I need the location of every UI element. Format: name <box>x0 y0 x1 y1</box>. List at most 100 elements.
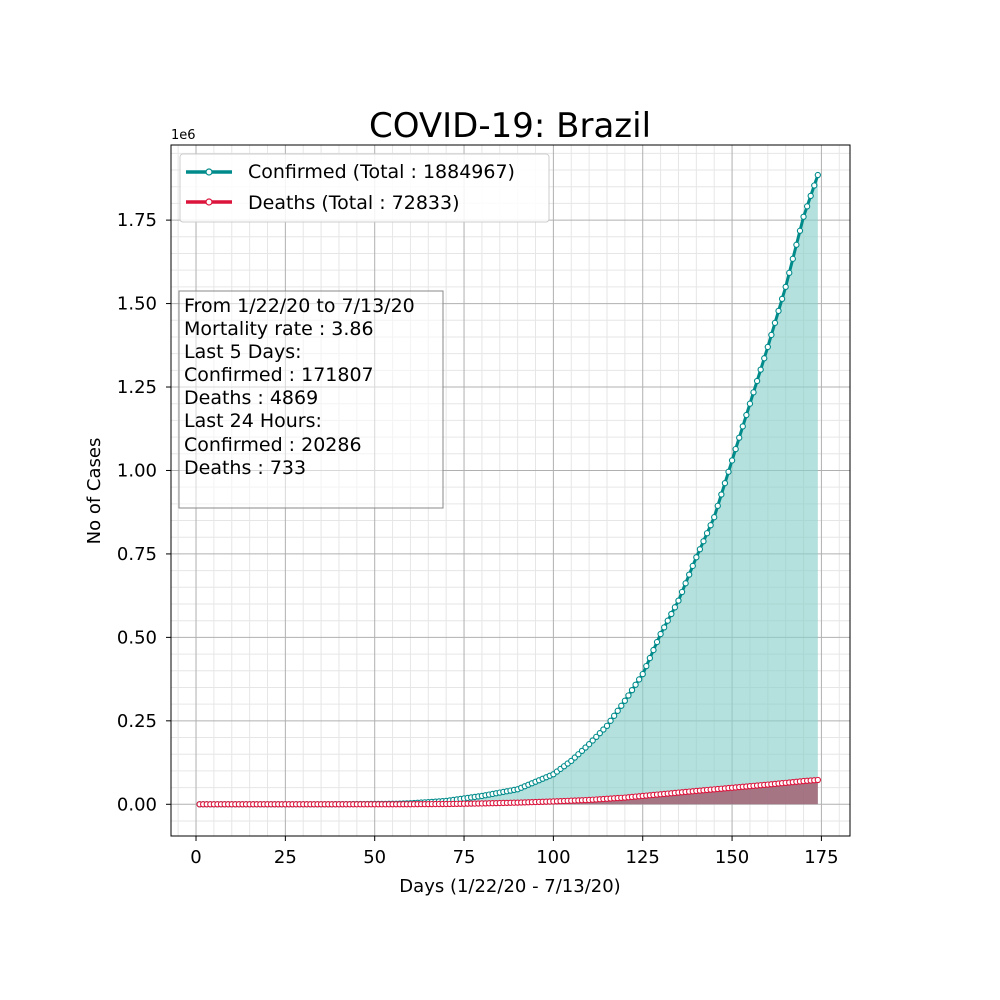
data-point-confirmed <box>600 726 607 733</box>
y-axis-label: No of Cases <box>84 438 105 545</box>
data-point-confirmed <box>610 712 618 719</box>
data-point-confirmed <box>721 480 729 487</box>
data-point-confirmed <box>614 707 621 714</box>
series-markers <box>196 171 821 808</box>
data-point-confirmed <box>714 502 721 510</box>
data-point-confirmed <box>728 457 736 464</box>
x-tick-label: 75 <box>453 847 476 868</box>
y-tick-label: 0.25 <box>117 711 157 732</box>
data-point-confirmed <box>778 295 786 303</box>
y-tick-label: 1.50 <box>117 294 157 315</box>
data-point-confirmed <box>650 646 657 654</box>
area-fill-confirmed <box>199 175 818 805</box>
x-axis-ticks: 0 25 50 75 100 125 150 175 <box>190 836 839 868</box>
data-point-confirmed <box>775 307 782 315</box>
data-point-confirmed <box>675 597 682 604</box>
data-point-confirmed <box>646 654 654 662</box>
data-point-confirmed <box>768 331 775 339</box>
data-point-confirmed <box>732 445 739 453</box>
legend-deaths-marker <box>205 198 213 206</box>
data-point-confirmed <box>632 681 639 688</box>
info-line-last-5-days-heading: Last 5 Days: <box>184 341 302 363</box>
data-point-confirmed <box>625 692 632 699</box>
data-point-confirmed <box>782 283 789 291</box>
info-box-frame <box>178 290 444 509</box>
data-point-confirmed <box>686 571 693 578</box>
data-point-confirmed <box>807 192 814 200</box>
info-line-24h-deaths: Deaths : 733 <box>184 457 306 479</box>
data-point-confirmed <box>757 366 764 373</box>
y-offset-label: 1e6 <box>171 128 196 143</box>
x-tick-label: 50 <box>363 847 386 868</box>
y-tick-label: 0.75 <box>117 544 157 565</box>
data-point-confirmed <box>793 241 800 248</box>
data-point-confirmed <box>661 624 668 631</box>
data-point-confirmed <box>786 269 793 277</box>
data-point-confirmed <box>643 662 650 670</box>
data-point-confirmed <box>585 741 593 748</box>
data-point-confirmed <box>811 182 818 189</box>
data-point-deaths <box>814 776 821 784</box>
data-point-confirmed <box>753 377 761 385</box>
x-tick-label: 150 <box>715 847 749 868</box>
data-point-confirmed <box>693 554 700 561</box>
chart-title: COVID-19: Brazil <box>369 106 651 146</box>
data-point-confirmed <box>736 434 743 441</box>
legend-box <box>179 153 550 223</box>
data-point-confirmed <box>750 389 757 396</box>
data-point-confirmed <box>607 717 614 724</box>
data-point-confirmed <box>707 522 714 529</box>
x-tick-label: 25 <box>274 847 297 868</box>
x-tick-label: 125 <box>626 847 660 868</box>
data-point-confirmed <box>636 676 643 683</box>
data-point-confirmed <box>696 546 704 553</box>
data-point-confirmed <box>593 733 600 741</box>
info-line-5day-deaths: Deaths : 4869 <box>184 387 318 409</box>
info-line-mortality-rate: Mortality rate : 3.86 <box>184 318 374 340</box>
info-line-24h-confirmed: Confirmed : 20286 <box>184 434 362 456</box>
data-point-confirmed <box>761 355 768 362</box>
legend: Confirmed (Total : 1884967) Deaths (Tota… <box>179 153 550 223</box>
y-tick-label: 1.00 <box>117 460 157 481</box>
data-point-confirmed <box>596 730 603 737</box>
data-point-confirmed <box>668 610 675 618</box>
data-point-confirmed <box>653 638 661 646</box>
plot-frame <box>170 144 851 837</box>
data-point-confirmed <box>621 697 629 704</box>
legend-deaths-label: Deaths (Total : 72833) <box>248 192 460 214</box>
area-fills <box>199 175 818 805</box>
data-point-confirmed <box>628 686 636 694</box>
x-tick-label: 175 <box>804 847 838 868</box>
y-axis-ticks: 0.00 0.25 0.50 0.75 1.00 1.25 1.50 1.75 <box>117 210 171 815</box>
data-point-confirmed <box>671 604 679 611</box>
data-point-confirmed <box>789 255 796 262</box>
legend-confirmed-label: Confirmed (Total : 1884967) <box>248 161 515 183</box>
x-tick-label: 100 <box>536 847 570 868</box>
x-tick-label: 0 <box>190 847 201 868</box>
data-point-confirmed <box>796 227 804 234</box>
data-point-confirmed <box>678 588 686 596</box>
data-point-confirmed <box>718 491 725 498</box>
data-point-confirmed <box>743 411 750 419</box>
data-point-confirmed <box>739 423 746 430</box>
data-point-confirmed <box>618 702 625 709</box>
data-point-confirmed <box>657 630 664 638</box>
data-point-confirmed <box>725 468 732 475</box>
data-point-confirmed <box>703 530 711 537</box>
data-point-confirmed <box>664 617 671 624</box>
data-point-confirmed <box>771 319 779 327</box>
data-point-confirmed <box>682 580 689 587</box>
data-point-confirmed <box>764 343 771 351</box>
data-point-confirmed <box>746 400 754 407</box>
data-point-confirmed <box>803 203 811 210</box>
info-line-date-range: From 1/22/20 to 7/13/20 <box>184 295 415 317</box>
area-fill-deaths <box>199 779 818 805</box>
data-point-confirmed <box>711 514 718 521</box>
data-point-confirmed <box>700 538 707 545</box>
y-tick-label: 0.00 <box>117 794 157 815</box>
data-point-confirmed <box>639 670 646 678</box>
y-tick-label: 1.75 <box>117 210 157 231</box>
legend-confirmed-marker <box>205 168 213 176</box>
data-point-confirmed <box>689 562 696 570</box>
